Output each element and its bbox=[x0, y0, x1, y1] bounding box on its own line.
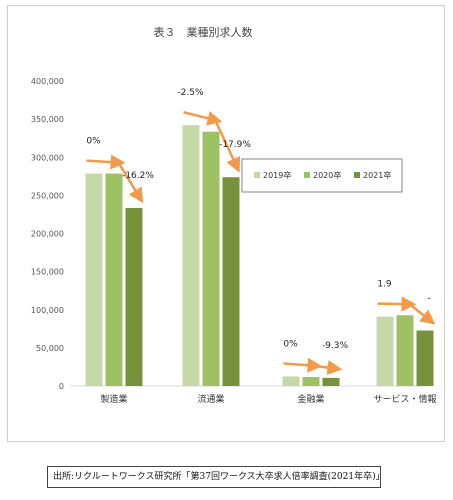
chart-frame: 表３ 業種別求人数 0 50,000 100,000 150,000 200,000 25… bbox=[7, 5, 445, 442]
change-label-2021: -9.3% bbox=[322, 341, 349, 351]
change-label-2020: 1.9 bbox=[377, 280, 392, 290]
change-label-2021: -17.9% bbox=[219, 140, 251, 150]
y-tick-label: 200,000 bbox=[31, 230, 64, 239]
y-tick-label: 150,000 bbox=[31, 268, 64, 277]
change-label-2020: 0% bbox=[283, 339, 298, 349]
legend-label: 2019卒 bbox=[263, 170, 291, 180]
bar-chart: 表３ 業種別求人数 0 50,000 100,000 150,000 200,000 25… bbox=[31, 25, 437, 405]
x-axis: 製造業 流通業 金融業 サービス・情報 bbox=[100, 393, 436, 405]
y-tick-label: 50,000 bbox=[36, 344, 64, 353]
change-arrow bbox=[377, 296, 417, 312]
bar bbox=[105, 173, 123, 386]
legend-box bbox=[241, 158, 403, 193]
change-arrow bbox=[183, 111, 223, 126]
x-tick-label: 製造業 bbox=[100, 393, 127, 405]
y-axis: 0 50,000 100,000 150,000 200,000 250,000 300,0… bbox=[31, 77, 64, 391]
y-tick-label: 350,000 bbox=[31, 115, 64, 124]
legend-swatch bbox=[354, 172, 360, 178]
change-label-2021: - bbox=[427, 293, 430, 303]
change-arrow bbox=[408, 303, 436, 325]
bar bbox=[416, 330, 434, 386]
y-tick-label: 400,000 bbox=[31, 77, 64, 86]
x-tick-label: サービス・情報 bbox=[373, 393, 436, 405]
change-arrow bbox=[86, 154, 126, 170]
bars bbox=[85, 125, 434, 386]
bar bbox=[396, 315, 414, 386]
y-tick-label: 100,000 bbox=[31, 306, 64, 315]
x-tick-label: 金融業 bbox=[297, 393, 324, 405]
change-arrows bbox=[86, 111, 436, 375]
legend: 2019卒 2020卒 2021卒 bbox=[241, 158, 403, 193]
change-label-2021: -16.2% bbox=[122, 171, 154, 181]
source-note: 出所:リクルートワークス研究所「第37回ワークス大卒求人倍率調査(2021年卒)… bbox=[47, 466, 381, 488]
y-tick-label: 0 bbox=[59, 382, 64, 391]
bar bbox=[125, 207, 143, 386]
bar bbox=[182, 125, 200, 386]
bar bbox=[282, 376, 300, 386]
bar bbox=[376, 316, 394, 386]
change-arrow bbox=[117, 161, 144, 204]
bar bbox=[302, 377, 320, 386]
y-tick-label: 250,000 bbox=[31, 191, 64, 200]
change-arrow bbox=[315, 360, 343, 375]
change-annotations: 0% -16.2% -2.5% -17.9% 0% -9.3% 1.9 - bbox=[86, 88, 430, 351]
change-label-2020: -2.5% bbox=[177, 88, 204, 98]
x-tick-label: 流通業 bbox=[197, 393, 224, 405]
bar bbox=[222, 177, 240, 386]
bar bbox=[85, 173, 103, 386]
legend-swatch bbox=[254, 172, 260, 178]
change-arrow bbox=[214, 120, 241, 173]
legend-label: 2020卒 bbox=[313, 170, 341, 180]
legend-swatch bbox=[304, 172, 310, 178]
change-arrow bbox=[283, 357, 323, 373]
legend-label: 2021卒 bbox=[363, 170, 391, 180]
bar bbox=[202, 131, 220, 386]
chart-title: 表３ 業種別求人数 bbox=[154, 25, 253, 39]
bar bbox=[322, 377, 340, 386]
y-tick-label: 300,000 bbox=[31, 153, 64, 162]
change-label-2020: 0% bbox=[86, 137, 101, 147]
